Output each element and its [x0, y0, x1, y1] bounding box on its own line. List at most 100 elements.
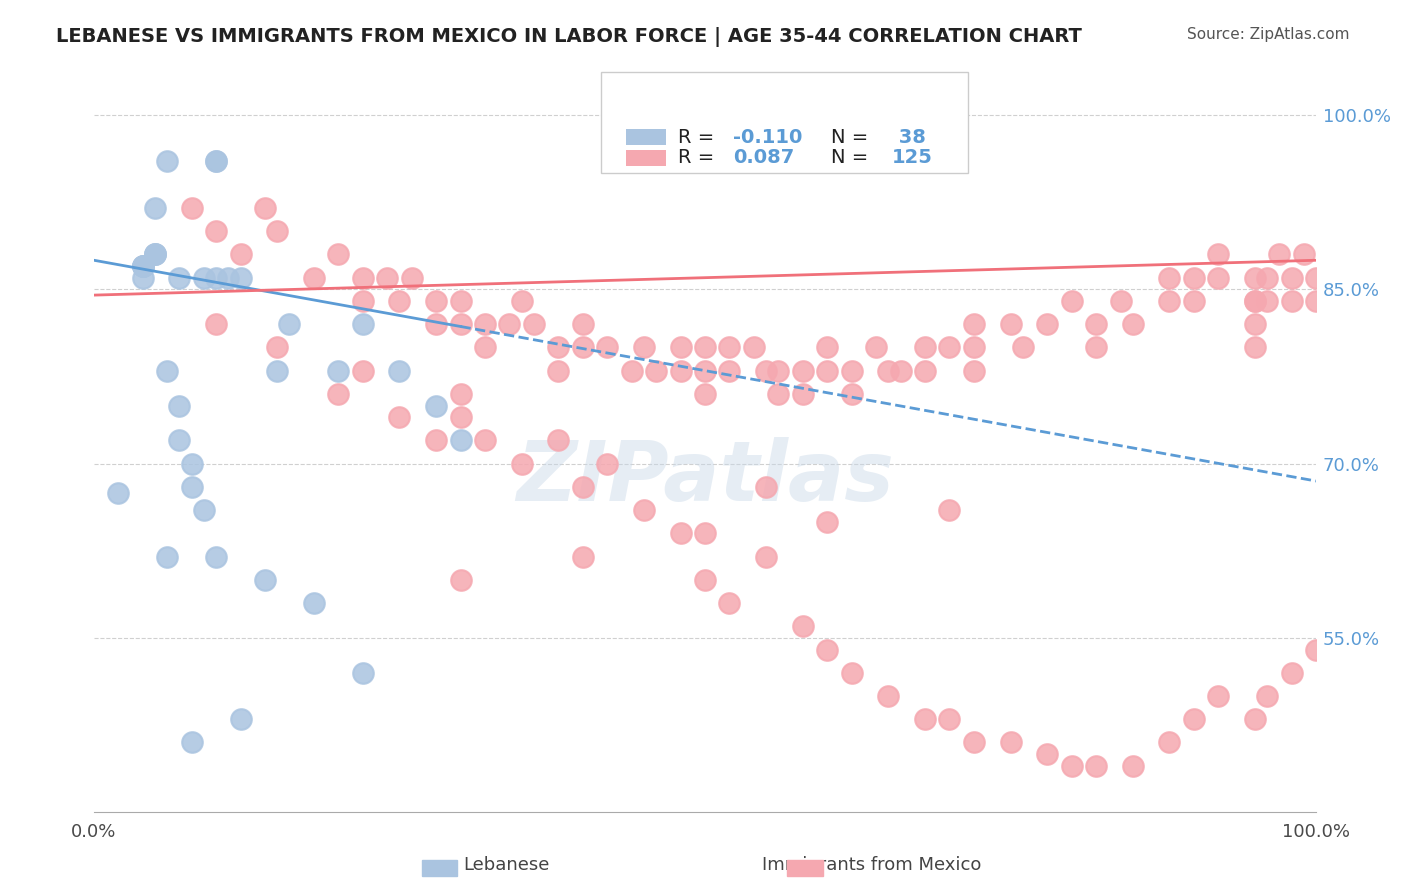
Point — [498, 317, 520, 331]
Point — [792, 619, 814, 633]
Point — [718, 364, 741, 378]
Point — [450, 317, 472, 331]
Point — [718, 340, 741, 354]
Point — [1305, 293, 1327, 308]
Text: R =: R = — [678, 128, 721, 147]
Point — [1206, 247, 1229, 261]
Point — [792, 364, 814, 378]
Point — [755, 480, 778, 494]
Point — [352, 665, 374, 680]
Point — [205, 154, 228, 169]
Point — [205, 270, 228, 285]
Point — [1000, 735, 1022, 749]
Point — [107, 485, 129, 500]
Point — [547, 434, 569, 448]
Point — [1011, 340, 1033, 354]
Point — [815, 340, 838, 354]
Point — [193, 270, 215, 285]
Point — [815, 515, 838, 529]
Point — [633, 503, 655, 517]
Point — [450, 387, 472, 401]
Point — [143, 247, 166, 261]
Point — [425, 293, 447, 308]
Point — [1292, 247, 1315, 261]
Point — [1256, 293, 1278, 308]
Text: N =: N = — [831, 128, 875, 147]
Point — [1244, 712, 1267, 726]
Point — [1085, 758, 1108, 772]
Point — [1060, 293, 1083, 308]
Point — [169, 270, 191, 285]
Point — [132, 259, 155, 273]
Point — [1182, 270, 1205, 285]
Point — [205, 154, 228, 169]
Text: -0.110: -0.110 — [733, 128, 803, 147]
Point — [510, 457, 533, 471]
Point — [1206, 689, 1229, 703]
Point — [1281, 293, 1303, 308]
Point — [620, 364, 643, 378]
Point — [388, 410, 411, 425]
Point — [1244, 317, 1267, 331]
Point — [547, 364, 569, 378]
Point — [302, 270, 325, 285]
Text: Lebanese: Lebanese — [463, 855, 550, 873]
Point — [143, 201, 166, 215]
Point — [792, 387, 814, 401]
Text: Source: ZipAtlas.com: Source: ZipAtlas.com — [1187, 27, 1350, 42]
Point — [328, 364, 350, 378]
Point — [1256, 270, 1278, 285]
Point — [169, 434, 191, 448]
Point — [375, 270, 398, 285]
Point — [425, 399, 447, 413]
Point — [425, 317, 447, 331]
Point — [596, 340, 619, 354]
Point — [229, 270, 252, 285]
Point — [302, 596, 325, 610]
Point — [815, 364, 838, 378]
Point — [132, 259, 155, 273]
Point — [1281, 665, 1303, 680]
Point — [669, 526, 692, 541]
Point — [1305, 642, 1327, 657]
Text: 125: 125 — [891, 148, 932, 168]
Point — [450, 410, 472, 425]
Point — [156, 549, 179, 564]
Point — [571, 317, 593, 331]
Point — [1268, 247, 1291, 261]
Point — [693, 364, 716, 378]
Point — [1159, 735, 1181, 749]
Point — [914, 364, 936, 378]
Point — [755, 364, 778, 378]
Point — [755, 549, 778, 564]
Point — [510, 293, 533, 308]
Point — [180, 457, 202, 471]
Point — [205, 224, 228, 238]
Text: 38: 38 — [891, 128, 927, 147]
Point — [877, 689, 900, 703]
Point — [180, 735, 202, 749]
Text: R =: R = — [678, 148, 721, 168]
Point — [143, 247, 166, 261]
Point — [328, 247, 350, 261]
Point — [1000, 317, 1022, 331]
Point — [938, 503, 960, 517]
Point — [450, 293, 472, 308]
Point — [547, 340, 569, 354]
Text: ZIPatlas: ZIPatlas — [516, 437, 894, 518]
Point — [571, 480, 593, 494]
Point — [718, 596, 741, 610]
Point — [1036, 317, 1059, 331]
Point — [693, 340, 716, 354]
Point — [156, 364, 179, 378]
Point — [132, 259, 155, 273]
Text: N =: N = — [831, 148, 875, 168]
Point — [352, 270, 374, 285]
Point — [180, 201, 202, 215]
Point — [1281, 270, 1303, 285]
Point — [523, 317, 546, 331]
Point — [205, 549, 228, 564]
Point — [742, 340, 765, 354]
Point — [768, 364, 790, 378]
Point — [193, 503, 215, 517]
